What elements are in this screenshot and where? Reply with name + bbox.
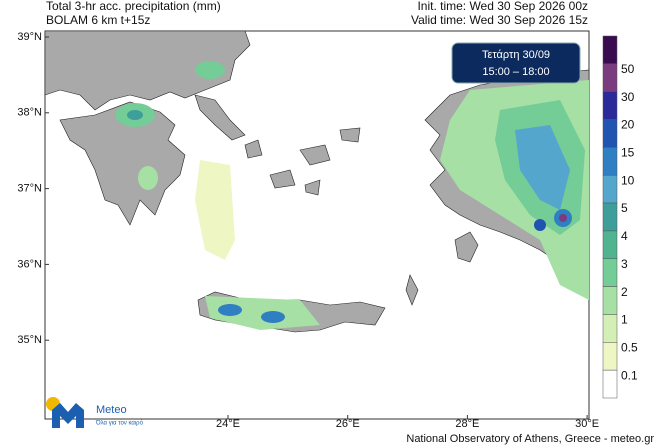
- land: [194, 94, 246, 141]
- precip-area: [559, 214, 567, 222]
- colorbar-swatch: [602, 342, 618, 371]
- badge-time: 15:00 – 18:00: [482, 66, 549, 78]
- colorbar-swatch: [602, 202, 618, 232]
- colorbar-label: 0.5: [621, 340, 638, 354]
- land: [454, 231, 479, 263]
- colorbar-label: 50: [621, 62, 635, 76]
- colorbar-swatch: [602, 35, 618, 65]
- logo-text: Meteo: [96, 404, 127, 416]
- colorbar-swatch: [602, 314, 618, 343]
- logo-slogan: Όλα για τον καιρό: [95, 420, 144, 427]
- init-time: Init. time: Wed 30 Sep 2026 00z: [417, 0, 588, 13]
- colorbar-label: 2: [621, 285, 628, 299]
- logo: Meteo Όλα για τον καιρό: [46, 397, 144, 428]
- colorbar-swatch: [602, 258, 618, 287]
- colorbar-label: 0.1: [621, 368, 638, 382]
- map: 39°N 38°N 37°N 36°N 35°N 24°E 26°E 28°E 30°E Τε…: [17, 30, 599, 430]
- colorbar-label: 1: [621, 313, 628, 327]
- precip-area: [261, 311, 285, 323]
- lon-labels: 24°E 26°E 28°E 30°E: [216, 415, 599, 430]
- title: Total 3-hr acc. precipitation (mm): [46, 0, 221, 13]
- colorbar-label: 10: [621, 173, 635, 187]
- valid-time: Valid time: Wed 30 Sep 2026 15z: [411, 13, 588, 27]
- subtitle: BOLAM 6 km t+15z: [46, 13, 150, 27]
- colorbar-label: 3: [621, 257, 628, 271]
- credit: National Observatory of Athens, Greece -…: [406, 433, 654, 445]
- colorbar-label: 4: [621, 229, 628, 243]
- lat-label: 36°N: [17, 258, 42, 270]
- colorbar-label: 20: [621, 118, 635, 132]
- colorbar-label: 30: [621, 90, 635, 104]
- lat-label: 39°N: [17, 31, 42, 43]
- lat-label: 37°N: [17, 183, 42, 195]
- precip-area: [218, 304, 242, 316]
- land: [59, 101, 186, 226]
- colorbar-swatch: [602, 174, 618, 204]
- land: [44, 30, 251, 111]
- lat-label: 35°N: [17, 334, 42, 346]
- colorbar-label: 5: [621, 201, 628, 215]
- colorbar-swatch: [602, 230, 618, 260]
- lon-label: 30°E: [575, 418, 599, 430]
- precipitation: [115, 61, 589, 330]
- land: [244, 127, 419, 306]
- precip-area: [138, 166, 158, 190]
- precip-area: [534, 219, 546, 231]
- colorbar-swatch: [602, 369, 618, 399]
- colorbar-label: 15: [621, 146, 635, 160]
- lon-label: 24°E: [216, 418, 240, 430]
- precip-area: [195, 61, 225, 79]
- precip-area: [195, 160, 235, 260]
- colorbar-swatch: [602, 91, 618, 120]
- logo-mark: [52, 403, 84, 428]
- colorbar-swatch: [602, 147, 618, 176]
- time-badge: [451, 42, 581, 84]
- lon-label: 28°E: [455, 418, 479, 430]
- colorbar-swatch: [602, 286, 618, 315]
- lat-labels: 39°N 38°N 37°N 36°N 35°N: [17, 31, 49, 346]
- lon-label: 26°E: [336, 418, 360, 430]
- precip-area: [515, 125, 570, 210]
- badge-day: Τετάρτη 30/09: [482, 49, 550, 61]
- colorbar-swatch: [602, 119, 618, 148]
- precip-area: [127, 110, 143, 120]
- lat-label: 38°N: [17, 107, 42, 119]
- colorbar: 50 30 20 15 10 5 4 3 2 1 0.5 0.1: [602, 35, 638, 399]
- colorbar-swatch: [602, 63, 618, 92]
